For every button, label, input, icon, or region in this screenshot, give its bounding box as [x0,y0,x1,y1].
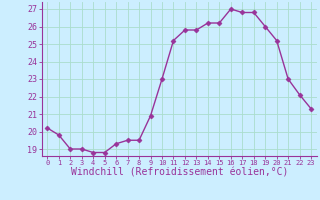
X-axis label: Windchill (Refroidissement éolien,°C): Windchill (Refroidissement éolien,°C) [70,168,288,178]
